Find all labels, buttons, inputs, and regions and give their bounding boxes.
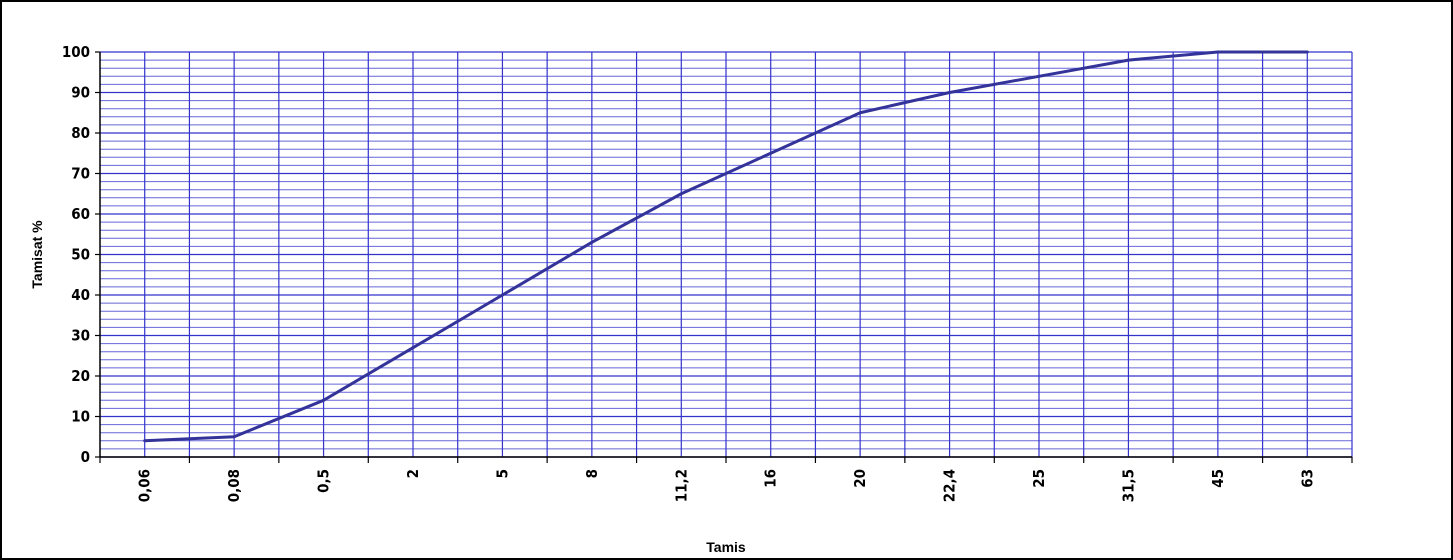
data-point <box>1126 58 1130 62</box>
data-point <box>1037 74 1041 78</box>
y-tick-label: 70 <box>71 165 90 183</box>
data-point <box>948 91 952 94</box>
y-tick-label: 10 <box>71 408 90 426</box>
data-point <box>411 346 415 350</box>
x-tick-label: 8 <box>583 469 601 478</box>
series-line <box>144 50 1308 443</box>
x-tick-label: 63 <box>1298 469 1316 488</box>
x-tick-label: 20 <box>851 469 869 488</box>
data-point <box>590 240 594 244</box>
x-tick-label: 11,2 <box>672 469 690 502</box>
x-tick-label: 2 <box>404 469 422 478</box>
y-tick-label: 40 <box>71 286 90 304</box>
axis-layer <box>95 51 1353 463</box>
grid-layer <box>100 51 1353 458</box>
x-axis-title: Tamis <box>706 539 746 555</box>
y-tick-label: 20 <box>71 367 90 385</box>
y-axis-title: Tamisat % <box>29 220 45 289</box>
y-tick-label: 60 <box>71 205 90 223</box>
data-point <box>143 439 147 443</box>
y-tick-label: 90 <box>71 84 90 102</box>
data-point <box>679 192 683 196</box>
y-tick-label: 0 <box>81 448 90 466</box>
y-tick-label: 50 <box>71 246 90 264</box>
x-tick-label: 31,5 <box>1119 469 1137 502</box>
data-point <box>500 293 504 297</box>
y-tick-label: 80 <box>71 124 90 142</box>
x-tick-label: 0,06 <box>136 469 154 502</box>
x-tick-label: 0,08 <box>225 469 243 502</box>
x-tick-label: 45 <box>1209 469 1227 488</box>
data-point <box>769 151 773 155</box>
y-tick-label: 100 <box>62 43 90 61</box>
data-point <box>1305 50 1309 54</box>
data-point <box>232 435 236 439</box>
x-tick-label: 0,5 <box>315 469 333 493</box>
x-tick-label: 5 <box>493 469 511 478</box>
y-tick-label: 30 <box>71 327 90 345</box>
data-point <box>1216 50 1220 54</box>
x-tick-label: 16 <box>762 469 780 488</box>
series-layer <box>143 50 1309 443</box>
data-point <box>858 111 862 115</box>
data-point <box>322 398 326 402</box>
x-tick-label: 22,4 <box>941 469 959 502</box>
x-tick-label: 25 <box>1030 469 1048 488</box>
